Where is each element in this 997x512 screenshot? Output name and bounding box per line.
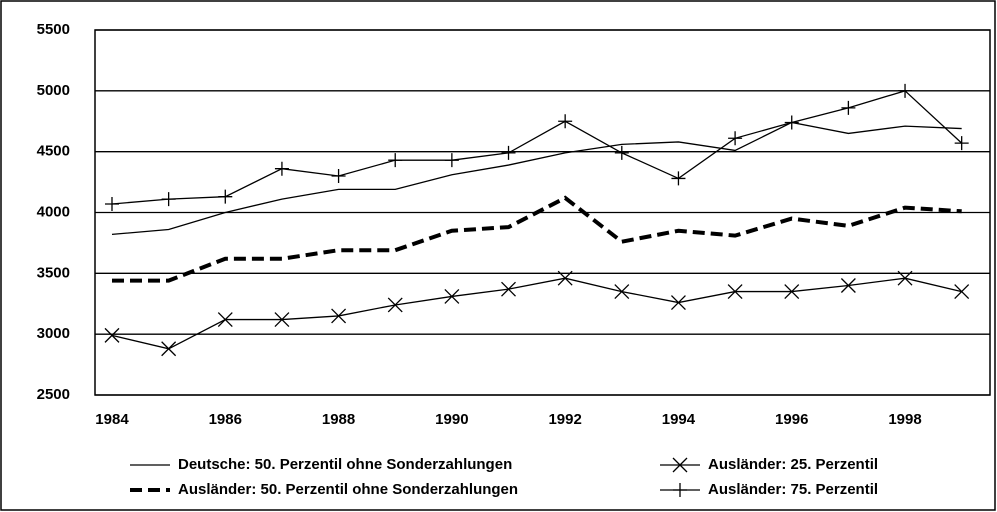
legend-label: Ausländer: 75. Perzentil [708, 481, 878, 498]
marker-plus [331, 169, 346, 183]
y-tick-label: 3000 [37, 325, 70, 342]
legend-label: Ausländer: 50. Perzentil ohne Sonderzahl… [178, 481, 518, 498]
legend-label: Ausländer: 25. Perzentil [708, 456, 878, 473]
marker-x [387, 297, 403, 313]
x-tick-label: 1984 [95, 411, 129, 428]
y-tick-label: 4500 [37, 143, 70, 160]
y-tick-label: 4000 [37, 203, 70, 220]
marker-plus [841, 100, 856, 115]
marker-x [501, 281, 516, 297]
marker-x [670, 295, 686, 310]
marker-plus [501, 145, 516, 160]
marker-x [444, 288, 460, 304]
x-tick-label: 1996 [775, 411, 808, 428]
marker-x [104, 327, 120, 343]
marker-plus [671, 171, 686, 186]
y-tick-label: 5000 [37, 82, 70, 99]
marker-x [954, 284, 970, 300]
x-tick-label: 1990 [435, 411, 468, 428]
data-line [111, 195, 962, 283]
legend-marker [672, 457, 688, 473]
data-line [111, 90, 963, 205]
marker-plus [898, 83, 913, 98]
data-line [111, 277, 962, 350]
marker-plus [161, 192, 176, 207]
marker-x [217, 312, 233, 328]
x-tick-label: 1988 [322, 411, 355, 428]
marker-x [897, 270, 913, 286]
marker-plus [388, 153, 403, 168]
marker-plus [274, 161, 289, 176]
y-tick-label: 5500 [37, 21, 70, 38]
marker-x [727, 284, 743, 300]
marker-x [557, 270, 573, 286]
marker-plus [104, 196, 119, 211]
marker-plus [614, 145, 629, 160]
marker-plus [218, 189, 233, 204]
x-tick-label: 1998 [888, 411, 921, 428]
legend-label: Deutsche: 50. Perzentil ohne Sonderzahlu… [178, 456, 512, 473]
marker-plus [784, 115, 799, 130]
marker-plus [728, 131, 743, 146]
x-tick-label: 1986 [209, 411, 242, 428]
data-line [111, 121, 962, 236]
x-tick-label: 1994 [662, 411, 696, 428]
marker-x [274, 312, 290, 328]
x-tick-label: 1992 [548, 411, 581, 428]
marker-x [840, 278, 856, 293]
marker-plus [444, 153, 459, 168]
marker-x [614, 284, 630, 300]
marker-x [784, 284, 800, 300]
y-tick-label: 2500 [37, 386, 70, 403]
marker-plus [954, 136, 969, 151]
marker-x [331, 308, 347, 324]
marker-plus [558, 114, 573, 129]
marker-x [161, 341, 177, 357]
legend-marker [673, 483, 687, 497]
y-tick-label: 3500 [37, 264, 70, 281]
